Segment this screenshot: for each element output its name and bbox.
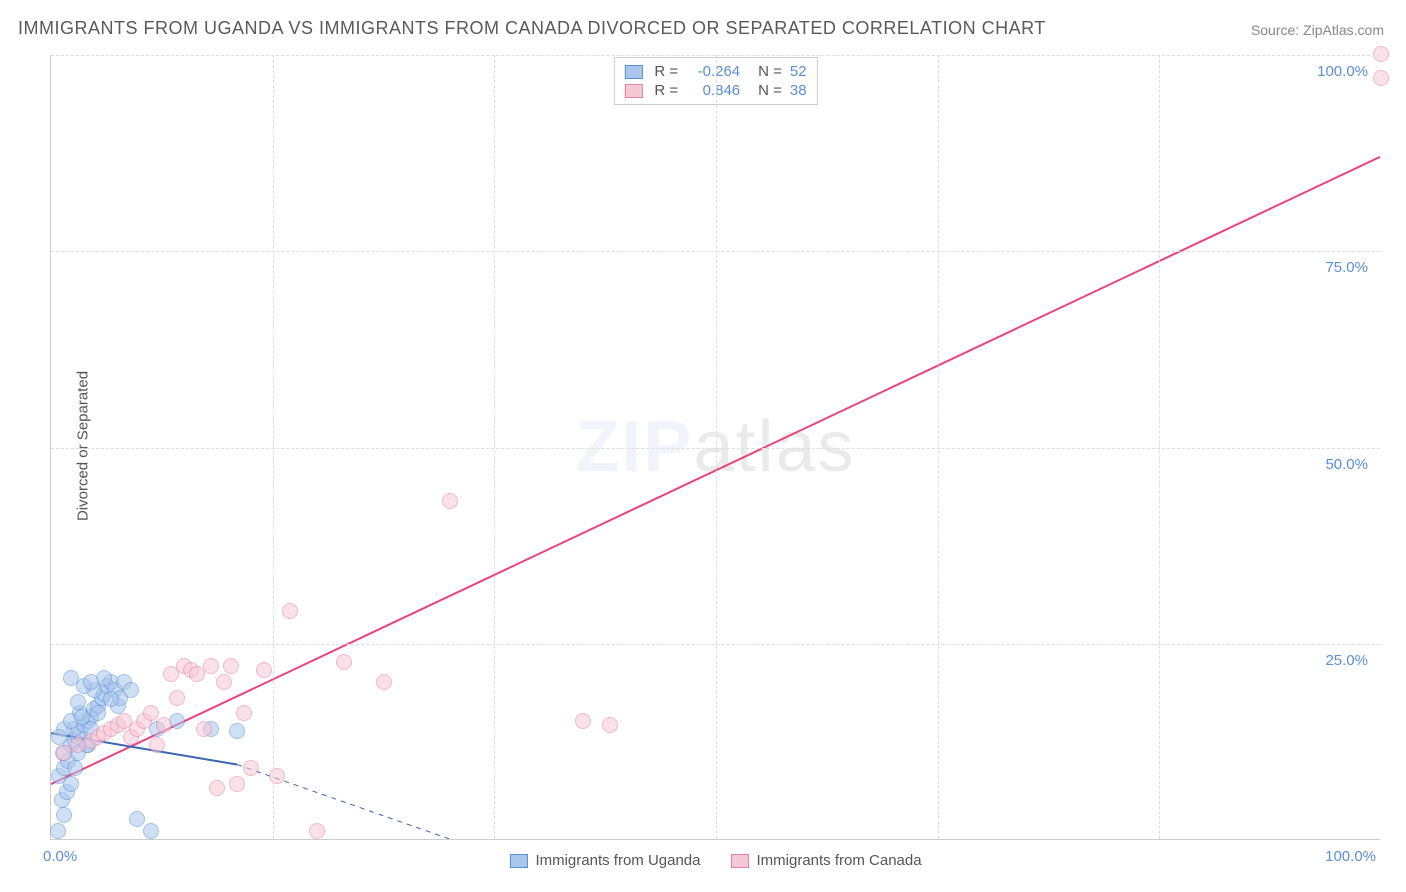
legend-swatch — [731, 854, 749, 868]
legend-swatch — [509, 854, 527, 868]
data-point — [129, 811, 145, 827]
data-point — [336, 654, 352, 670]
series-legend: Immigrants from Uganda Immigrants from Ca… — [509, 852, 921, 869]
legend-item: Immigrants from Canada — [731, 852, 922, 869]
chart-title: IMMIGRANTS FROM UGANDA VS IMMIGRANTS FRO… — [18, 18, 1046, 39]
x-tick-100: 100.0% — [1325, 848, 1376, 865]
y-tick-label: 25.0% — [1325, 652, 1368, 669]
r-value: -0.264 — [686, 63, 740, 80]
grid-line-v — [273, 55, 274, 839]
grid-line-v — [938, 55, 939, 839]
data-point — [282, 603, 298, 619]
n-label: N = — [758, 63, 782, 80]
data-point — [1373, 46, 1389, 62]
r-value: 0.846 — [686, 82, 740, 99]
data-point — [123, 682, 139, 698]
data-point — [575, 713, 591, 729]
data-point — [243, 760, 259, 776]
data-point — [229, 723, 245, 739]
n-value: 52 — [790, 63, 807, 80]
data-point — [442, 493, 458, 509]
legend-item: Immigrants from Uganda — [509, 852, 700, 869]
source-attribution: Source: ZipAtlas.com — [1251, 22, 1384, 38]
data-point — [256, 662, 272, 678]
data-point — [103, 691, 119, 707]
data-point — [67, 760, 83, 776]
data-point — [236, 705, 252, 721]
data-point — [83, 674, 99, 690]
data-point — [70, 694, 86, 710]
legend-swatch — [624, 65, 642, 79]
data-point — [156, 717, 172, 733]
data-point — [223, 658, 239, 674]
y-tick-label: 50.0% — [1325, 456, 1368, 473]
data-point — [269, 768, 285, 784]
data-point — [169, 690, 185, 706]
data-point — [1373, 70, 1389, 86]
n-value: 38 — [790, 82, 807, 99]
r-label: R = — [654, 63, 678, 80]
data-point — [229, 776, 245, 792]
data-point — [209, 780, 225, 796]
data-point — [50, 823, 66, 839]
data-point — [143, 705, 159, 721]
legend-swatch — [624, 84, 642, 98]
y-tick-label: 75.0% — [1325, 259, 1368, 276]
data-point — [90, 705, 106, 721]
data-point — [203, 658, 219, 674]
plot-area: ZIPatlas R =-0.264N =52R =0.846N =38 25.… — [50, 55, 1380, 840]
data-point — [56, 807, 72, 823]
grid-line-v — [716, 55, 717, 839]
grid-line-v — [1159, 55, 1160, 839]
data-point — [376, 674, 392, 690]
r-label: R = — [654, 82, 678, 99]
x-tick-0: 0.0% — [43, 848, 77, 865]
legend-label: Immigrants from Uganda — [535, 852, 700, 869]
grid-line-v — [494, 55, 495, 839]
legend-label: Immigrants from Canada — [757, 852, 922, 869]
data-point — [149, 737, 165, 753]
y-tick-label: 100.0% — [1317, 63, 1368, 80]
n-label: N = — [758, 82, 782, 99]
data-point — [216, 674, 232, 690]
data-point — [74, 709, 90, 725]
data-point — [63, 670, 79, 686]
data-point — [602, 717, 618, 733]
data-point — [51, 729, 67, 745]
data-point — [196, 721, 212, 737]
data-point — [309, 823, 325, 839]
data-point — [143, 823, 159, 839]
